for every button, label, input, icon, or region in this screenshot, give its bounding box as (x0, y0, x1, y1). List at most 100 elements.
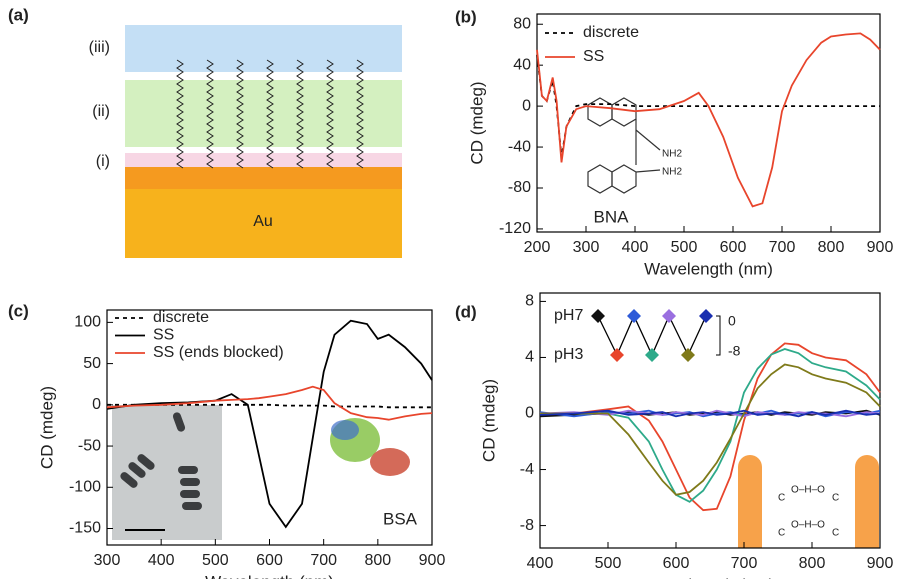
series-line (539, 409, 881, 418)
charts: (b)200 300 400 500 600 700 800 90080400-40-80-1… (8, 7, 893, 579)
chain (296, 59, 304, 169)
plot-frame (536, 13, 881, 233)
y-tick-label: -100 (69, 478, 101, 495)
y-tick-label: -120 (499, 220, 531, 237)
series-line (540, 363, 881, 496)
y-tick-label: 0 (522, 97, 531, 114)
x-tick-label: 900 (419, 552, 446, 569)
series-line (107, 403, 432, 409)
scale-bracket (716, 315, 721, 356)
chains (176, 59, 364, 169)
x-tick-label: 200 (524, 239, 551, 256)
legend-label: SS (ends blocked) (153, 344, 284, 361)
legend-label: SS (583, 48, 604, 65)
chain (266, 59, 274, 169)
inset-bna (587, 97, 661, 194)
x-tick-label: 700 (310, 552, 337, 569)
layer-label: (i) (96, 153, 110, 170)
x-tick-label: 600 (256, 552, 283, 569)
series-line (536, 32, 881, 208)
state-marker (662, 309, 676, 323)
y-tick-label: 50 (83, 355, 101, 372)
x-tick-label: 300 (573, 239, 600, 256)
y-tick-label: 40 (513, 56, 531, 73)
y-axis-label: CD (mdeg) (37, 386, 56, 469)
state-marker (645, 348, 659, 362)
inset-protein (330, 418, 410, 476)
x-tick-label: 700 (769, 239, 796, 256)
inset-label: pH3 (554, 346, 583, 363)
layer (125, 25, 402, 72)
y-tick-label: -50 (78, 437, 101, 454)
x-tick-label: 600 (663, 555, 690, 572)
chain (326, 59, 334, 169)
panel-label: (d) (455, 302, 477, 321)
state-marker (699, 309, 713, 323)
atom-label: C (778, 528, 785, 539)
chain (176, 59, 184, 169)
y-tick-label: -40 (508, 138, 531, 155)
legend-label: SS (153, 327, 174, 344)
series-line (540, 348, 881, 503)
atom-label: C (832, 493, 839, 504)
atom-label: C (832, 528, 839, 539)
series-line (539, 409, 881, 418)
y-tick-label: 0 (525, 405, 534, 422)
substrate-label: Au (253, 213, 273, 230)
y-tick-label: -8 (520, 517, 534, 534)
series-line (106, 385, 433, 421)
y-tick-label: 80 (513, 15, 531, 32)
state-marker (591, 309, 605, 323)
layer-label: (ii) (92, 103, 110, 120)
x-tick-label: 900 (867, 239, 894, 256)
panel-label: (c) (8, 301, 29, 320)
scale-label: -8 (728, 343, 741, 359)
x-axis-label: Wavelength (nm) (644, 259, 773, 278)
y-axis-label: CD (mdeg) (467, 81, 486, 164)
x-tick-label: 700 (731, 555, 758, 572)
chain (206, 59, 214, 169)
y-axis-label: CD (mdeg) (479, 379, 498, 462)
panel-a: (a) Au (i) (ii) (iii) (8, 5, 402, 258)
panel-label: (a) (8, 5, 29, 24)
inset-rods (733, 455, 893, 579)
panel-label: (b) (455, 7, 477, 26)
chain (236, 59, 244, 169)
legend-label: discrete (153, 309, 209, 326)
substrate (125, 189, 402, 258)
x-tick-label: 500 (202, 552, 229, 569)
legend-label: discrete (583, 24, 639, 41)
state-marker (610, 348, 624, 362)
x-tick-label: 900 (867, 555, 894, 572)
bond-label: O–H–O (791, 520, 825, 531)
chain (356, 59, 364, 169)
state-marker (681, 348, 695, 362)
x-axis-label: Wavelength (nm) (205, 572, 334, 579)
y-tick-label: 8 (525, 293, 534, 310)
y-tick-label: -4 (520, 461, 534, 478)
state-marker (627, 309, 641, 323)
inset-label: BSA (383, 509, 418, 528)
y-tick-label: 4 (525, 349, 534, 366)
y-tick-label: -80 (508, 179, 531, 196)
plot-frame (539, 292, 881, 549)
y-tick-label: -150 (69, 520, 101, 537)
inset-tem (112, 405, 222, 540)
atom-label: C (778, 493, 785, 504)
layer-label: (iii) (89, 39, 110, 56)
x-tick-label: 500 (595, 555, 622, 572)
y-tick-label: 0 (92, 396, 101, 413)
scale-label: 0 (728, 313, 736, 329)
x-tick-label: 600 (720, 239, 747, 256)
x-axis-label: Wavelength (nm) (646, 575, 775, 579)
inset-label: BNA (594, 207, 630, 226)
layer (125, 80, 402, 147)
x-tick-label: 500 (671, 239, 698, 256)
inset-label: pH7 (554, 307, 583, 324)
x-tick-label: 800 (799, 555, 826, 572)
layer (125, 167, 402, 189)
inset-label: NH2 (662, 149, 682, 160)
x-tick-label: 300 (94, 552, 121, 569)
